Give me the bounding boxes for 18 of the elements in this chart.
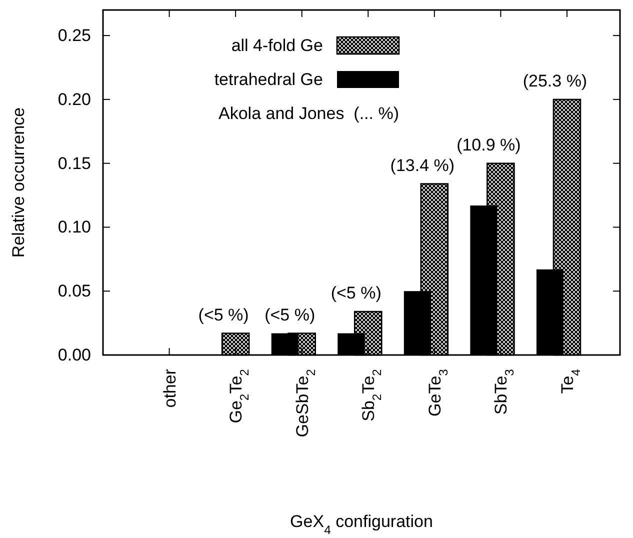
annotation: (<5 %) [330, 284, 382, 303]
y-tick-label: 0.10 [58, 218, 91, 237]
annotation: (25.3 %) [522, 71, 588, 90]
y-tick-label: 0.05 [58, 282, 91, 301]
y-tick-label: 0.20 [58, 90, 91, 109]
y-axis-title: Relative occurrence [9, 107, 28, 258]
x-axis-title: GeX$_{4}$ configuration [290, 512, 433, 537]
legend-label: all 4-fold Ge [231, 36, 323, 55]
legend-label: tetrahedral Ge [214, 70, 323, 89]
annotation: (<5 %) [264, 305, 316, 324]
annotation: Akola and Jones (... %) [218, 104, 399, 123]
annotation: (13.4 %) [390, 156, 455, 175]
annotation: (<5 %) [198, 305, 249, 324]
y-tick-label: 0.25 [58, 26, 91, 45]
y-tick-label: 0.15 [58, 154, 91, 173]
x-tick-label: other [160, 368, 180, 408]
y-tick-label: 0.00 [58, 345, 91, 364]
annotation: (10.9 %) [456, 135, 521, 154]
